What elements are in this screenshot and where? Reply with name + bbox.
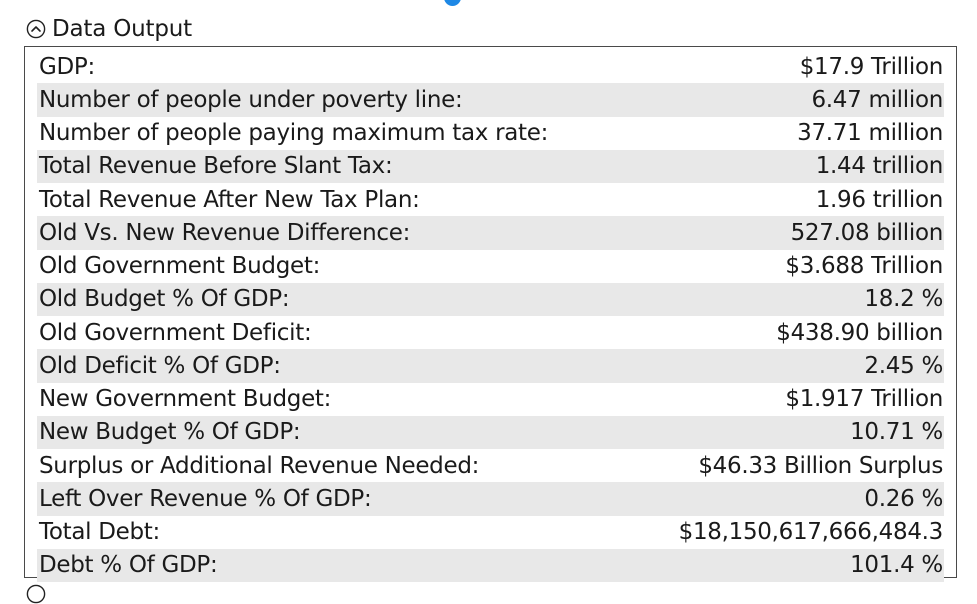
output-row-old-deficit-pct: Old Deficit % Of GDP: 2.45 % xyxy=(37,349,944,383)
row-value: 0.26 % xyxy=(864,485,943,512)
output-row-max-tax: Number of people paying maximum tax rate… xyxy=(37,117,944,150)
output-row-revenue-after: Total Revenue After New Tax Plan: 1.96 t… xyxy=(37,183,944,216)
output-row-revenue-before: Total Revenue Before Slant Tax: 1.44 tri… xyxy=(37,149,944,183)
section-title: Data Output xyxy=(52,16,192,42)
row-label: New Government Budget: xyxy=(39,386,332,413)
row-label: Old Deficit % Of GDP: xyxy=(39,352,281,379)
row-value: $17.9 Trillion xyxy=(799,53,944,80)
row-label: Number of people paying maximum tax rate… xyxy=(39,120,549,147)
row-label: Old Government Budget: xyxy=(39,253,321,280)
output-row-old-budget-pct: Old Budget % Of GDP: 18.2 % xyxy=(37,282,944,316)
row-label: Debt % Of GDP: xyxy=(39,552,218,579)
row-value: $3.688 Trillion xyxy=(785,253,943,280)
row-label: Old Vs. New Revenue Difference: xyxy=(39,219,411,246)
row-value: 6.47 million xyxy=(811,86,943,113)
row-value: 101.4 % xyxy=(850,552,943,579)
row-label: Old Budget % Of GDP: xyxy=(39,286,290,313)
row-value: $46.33 Billion Surplus xyxy=(698,452,943,479)
data-output-panel: GDP: $17.9 Trillion Number of people und… xyxy=(24,46,957,582)
row-value: 37.71 million xyxy=(797,120,943,147)
row-value: $18,150,617,666,484.3 xyxy=(678,519,944,546)
next-section-collapse-icon[interactable] xyxy=(26,584,46,604)
row-value: $1.917 Trillion xyxy=(785,386,943,413)
data-output-header[interactable]: Data Output xyxy=(26,16,192,42)
row-value: $438.90 billion xyxy=(776,319,943,346)
row-value: 18.2 % xyxy=(864,286,943,313)
output-row-debt-pct: Debt % Of GDP: 101.4 % xyxy=(37,548,944,582)
legend-dot-icon xyxy=(444,0,461,6)
row-value: 1.96 trillion xyxy=(815,186,944,213)
output-row-poverty: Number of people under poverty line: 6.4… xyxy=(37,83,944,117)
output-row-old-deficit: Old Government Deficit: $438.90 billion xyxy=(37,316,944,349)
output-row-new-budget: New Government Budget: $1.917 Trillion xyxy=(37,383,944,416)
row-label: New Budget % Of GDP: xyxy=(39,419,301,446)
row-label: Total Revenue Before Slant Tax: xyxy=(39,153,393,180)
legend-item-partial xyxy=(444,0,461,6)
row-value: 10.71 % xyxy=(850,419,943,446)
output-row-new-budget-pct: New Budget % Of GDP: 10.71 % xyxy=(37,415,944,449)
row-value: 527.08 billion xyxy=(790,219,944,246)
row-value: 2.45 % xyxy=(864,352,943,379)
row-label: Total Revenue After New Tax Plan: xyxy=(39,186,420,213)
chevron-up-circle-icon[interactable] xyxy=(26,19,46,39)
row-label: Total Debt: xyxy=(39,519,160,546)
row-label: Surplus or Additional Revenue Needed: xyxy=(39,452,480,479)
output-row-surplus: Surplus or Additional Revenue Needed: $4… xyxy=(37,449,944,482)
output-row-leftover-pct: Left Over Revenue % Of GDP: 0.26 % xyxy=(37,482,944,516)
row-label: Number of people under poverty line: xyxy=(39,86,463,113)
row-label: Old Government Deficit: xyxy=(39,319,312,346)
row-label: Left Over Revenue % Of GDP: xyxy=(39,485,372,512)
output-row-old-budget: Old Government Budget: $3.688 Trillion xyxy=(37,250,944,283)
row-label: GDP: xyxy=(39,53,95,80)
row-value: 1.44 trillion xyxy=(815,153,944,180)
output-row-revenue-difference: Old Vs. New Revenue Difference: 527.08 b… xyxy=(37,216,944,250)
output-row-total-debt: Total Debt: $18,150,617,666,484.3 xyxy=(37,516,944,549)
output-row-gdp: GDP: $17.9 Trillion xyxy=(37,50,944,83)
